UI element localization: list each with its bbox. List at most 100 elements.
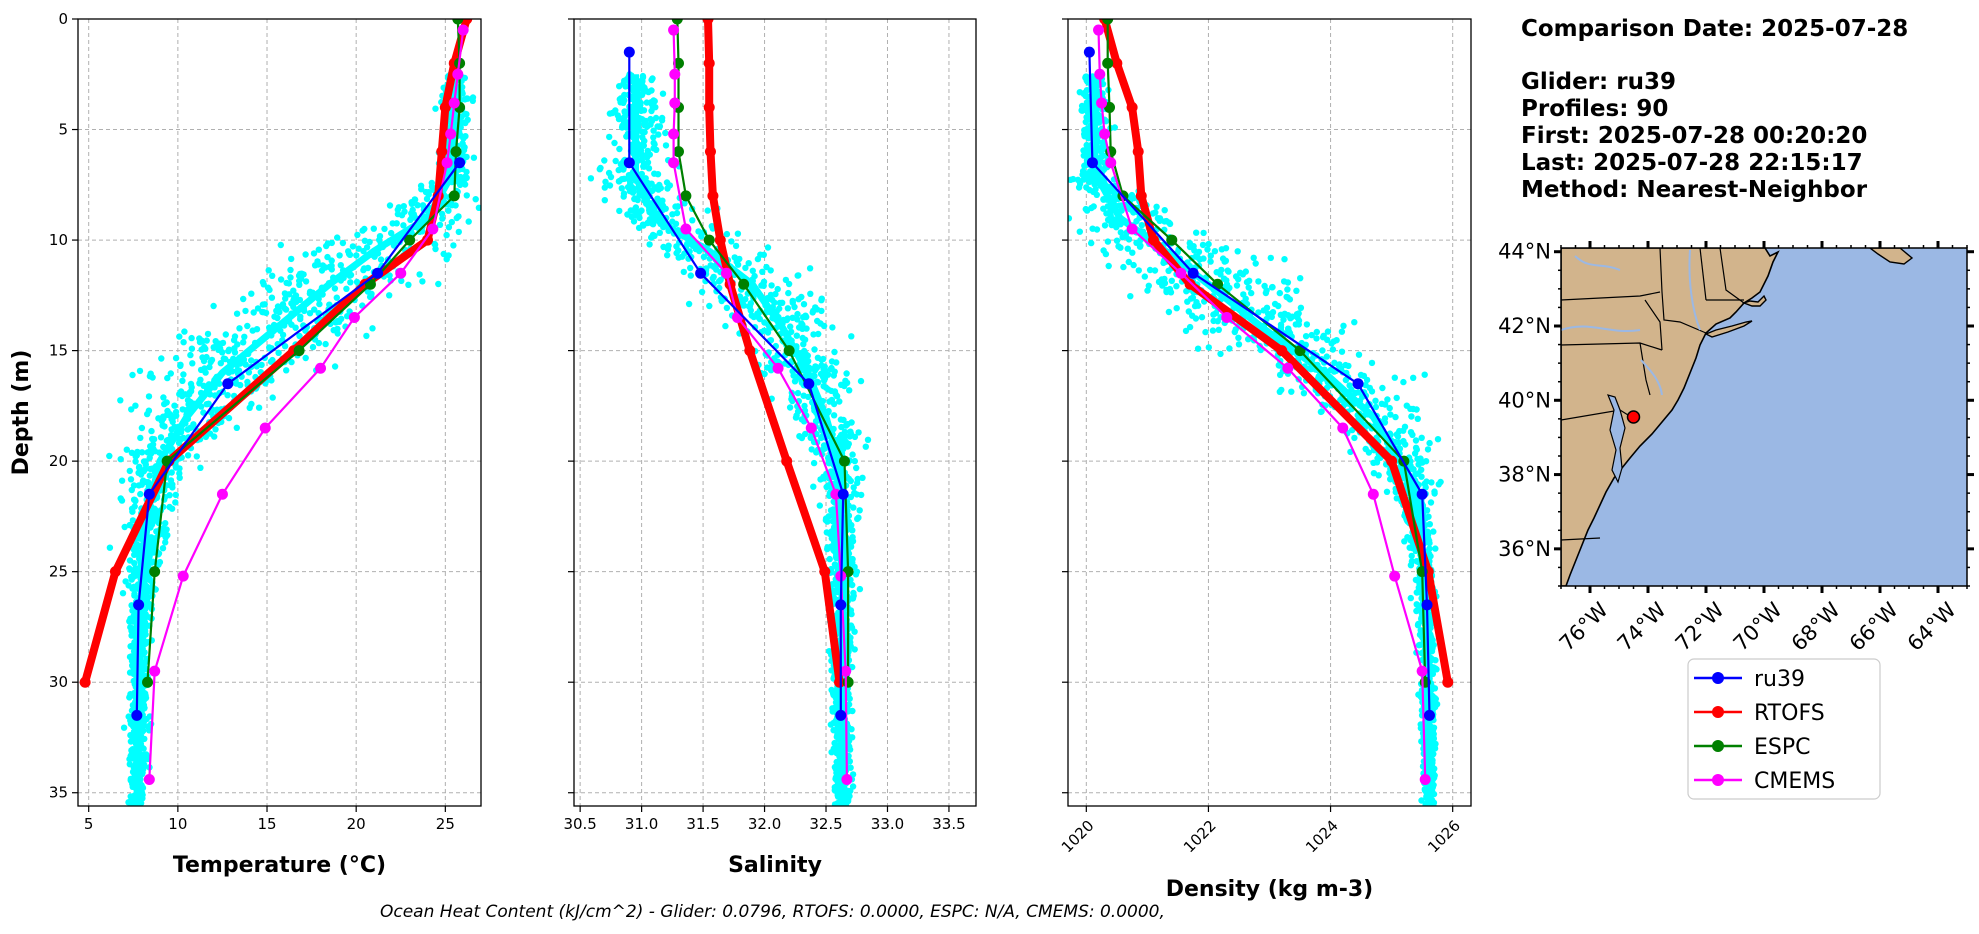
- scatter-point: [609, 109, 616, 117]
- scatter-point: [347, 279, 354, 286]
- scatter-point: [1417, 455, 1424, 462]
- scatter-point: [167, 477, 175, 484]
- series-point-ru39: [133, 599, 145, 611]
- scatter-point: [821, 445, 829, 452]
- scatter-point: [131, 585, 138, 592]
- scatter-point: [659, 90, 667, 97]
- scatter-point: [1423, 478, 1430, 485]
- scatter-point: [1281, 256, 1288, 263]
- scatter-point: [1370, 470, 1378, 477]
- scatter-point: [230, 336, 238, 344]
- scatter-point: [1217, 350, 1224, 358]
- scatter-point: [1144, 287, 1151, 294]
- scatter-point: [306, 310, 314, 317]
- scatter-point: [143, 751, 150, 758]
- scatter-point: [636, 208, 644, 216]
- scatter-point: [324, 253, 331, 261]
- scatter-point: [606, 133, 613, 141]
- series-point-espc: [672, 146, 684, 158]
- scatter-point: [416, 271, 423, 278]
- scatter-point: [179, 406, 186, 413]
- scatter-point: [652, 104, 659, 111]
- scatter-point: [1386, 404, 1393, 412]
- scatter-point: [1407, 594, 1415, 602]
- series-point-rtofs: [79, 676, 91, 688]
- scatter-point: [1277, 321, 1285, 328]
- series-point-espc: [738, 278, 750, 290]
- scatter-point: [128, 602, 135, 609]
- scatter-point: [127, 752, 134, 760]
- series-point-cmems: [395, 267, 407, 279]
- scatter-point: [117, 495, 124, 502]
- scatter-point: [799, 321, 806, 328]
- scatter-point: [1198, 314, 1206, 321]
- scatter-point: [1076, 228, 1084, 235]
- scatter-point: [1204, 246, 1211, 253]
- scatter-point: [1276, 388, 1284, 395]
- scatter-point: [1093, 191, 1101, 198]
- scatter-point: [322, 340, 329, 348]
- scatter-point: [669, 211, 676, 218]
- scatter-point: [128, 406, 135, 413]
- scatter-point: [1303, 321, 1311, 328]
- scatter-point: [827, 528, 835, 536]
- scatter-point: [180, 339, 187, 346]
- scatter-point: [254, 305, 262, 312]
- series-point-espc: [452, 19, 464, 25]
- scatter-point: [133, 806, 139, 812]
- scatter-point: [639, 72, 647, 80]
- scatter-point: [355, 245, 362, 252]
- y-tick-label: 10: [49, 231, 68, 249]
- scatter-point: [414, 202, 421, 209]
- scatter-point: [137, 434, 144, 442]
- scatter-point: [405, 281, 412, 288]
- scatter-point: [1186, 323, 1194, 331]
- scatter-point: [642, 117, 649, 125]
- scatter-point: [809, 309, 816, 316]
- scatter-point: [136, 808, 142, 814]
- scatter-point: [836, 398, 843, 405]
- scatter-point: [734, 230, 742, 237]
- scatter-point: [815, 379, 822, 386]
- scatter-point: [826, 398, 833, 405]
- scatter-point: [1080, 176, 1087, 183]
- scatter-point: [127, 775, 134, 783]
- scatter-point: [411, 196, 418, 203]
- scatter-point: [269, 272, 276, 279]
- scatter-point: [435, 280, 442, 288]
- y-tick-label: 20: [49, 452, 68, 470]
- scatter-point: [457, 173, 464, 181]
- scatter-point: [639, 134, 646, 141]
- y-tick-label: 5: [58, 121, 68, 139]
- scatter-point: [155, 415, 162, 422]
- scatter-point: [255, 404, 263, 411]
- scatter-point: [848, 726, 855, 733]
- scatter-point: [452, 202, 459, 209]
- scatter-point: [155, 561, 162, 568]
- scatter-point: [204, 330, 212, 338]
- scatter-point: [462, 133, 469, 140]
- scatter-point: [135, 469, 142, 476]
- scatter-point: [723, 230, 731, 238]
- scatter-point: [331, 363, 339, 370]
- scatter-point: [1243, 278, 1251, 286]
- scatter-point: [1135, 267, 1143, 274]
- scatter-point: [128, 653, 135, 660]
- scatter-point: [846, 387, 853, 394]
- scatter-point: [789, 314, 796, 321]
- scatter-point: [190, 421, 197, 428]
- scatter-point: [826, 555, 833, 563]
- scatter-point: [1184, 298, 1191, 305]
- scatter-point: [137, 807, 143, 813]
- scatter-point: [800, 301, 808, 308]
- scatter-point: [1408, 413, 1415, 420]
- series-point-rtofs: [703, 101, 715, 113]
- scatter-point: [463, 192, 470, 199]
- scatter-point: [851, 646, 858, 653]
- scatter-point: [1082, 118, 1090, 126]
- series-point-espc: [448, 190, 460, 202]
- series-point-espc: [672, 57, 684, 69]
- scatter-point: [138, 449, 146, 456]
